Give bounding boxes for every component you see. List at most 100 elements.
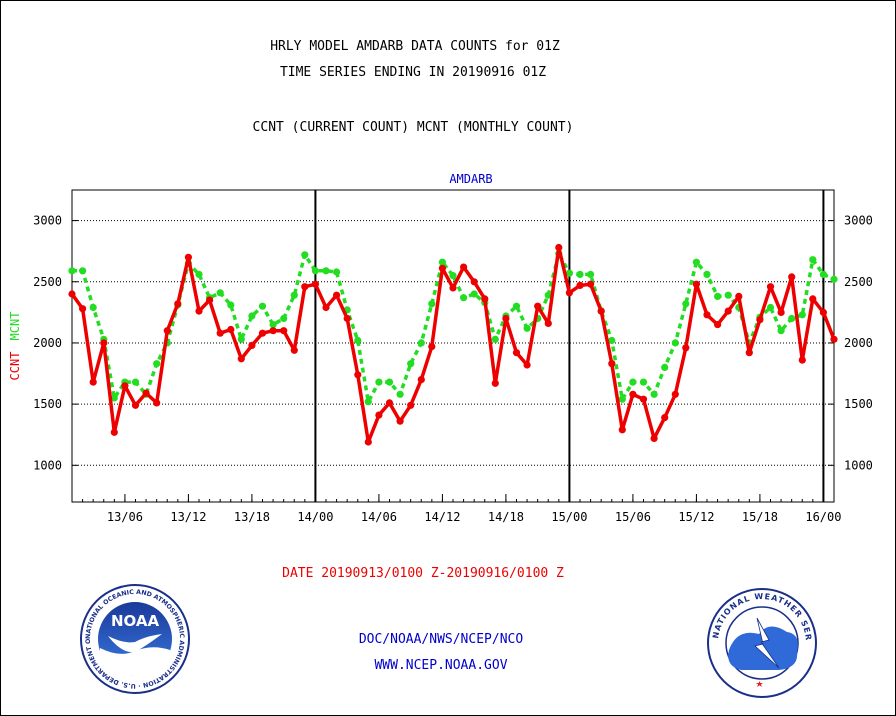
ytick-label-left-1000: 1000 [33,458,62,472]
point-ccnt-50 [597,307,605,315]
point-ccnt-70 [809,295,817,303]
point-ccnt-22 [301,283,309,291]
point-ccnt-12 [195,307,203,315]
point-ccnt-56 [661,414,669,422]
point-mcnt-36 [449,272,457,280]
point-ccnt-66 [766,283,775,291]
point-ccnt-62 [724,307,732,315]
point-ccnt-67 [777,308,785,316]
point-mcnt-40 [491,335,499,343]
point-ccnt-27 [354,371,362,379]
point-mcnt-31 [396,390,404,398]
point-ccnt-46 [555,243,563,252]
xtick-label-14-06: 14/06 [361,510,397,524]
ytick-label-right-2000: 2000 [844,336,873,350]
ytick-label-right-3000: 3000 [844,214,873,228]
point-mcnt-32 [407,360,415,368]
point-mcnt-69 [798,311,806,319]
point-ccnt-19 [269,327,277,335]
point-mcnt-0 [68,267,76,275]
point-mcnt-6 [131,378,140,386]
point-ccnt-45 [544,319,552,327]
point-mcnt-1 [79,267,87,275]
noaa-logo: NOAA NATIONAL OCEANIC AND ATMOSPHERIC AD… [80,584,190,694]
point-ccnt-5 [121,382,129,390]
point-mcnt-16 [237,335,245,343]
xtick-label-16-00: 16/00 [805,510,841,524]
point-ccnt-49 [587,280,595,288]
point-mcnt-48 [576,270,584,278]
chart-title-line2: TIME SERIES ENDING IN 20190916 01Z [279,65,547,80]
xtick-label-15-06: 15/06 [615,510,651,524]
point-ccnt-2 [89,378,97,386]
point-mcnt-23 [311,267,319,275]
nws-logo: NATIONAL WEATHER SERVICE [707,588,817,698]
point-ccnt-64 [745,349,753,357]
point-ccnt-47 [565,289,574,297]
point-mcnt-67 [777,327,785,335]
point-ccnt-63 [735,292,743,300]
point-ccnt-21 [290,346,298,354]
point-mcnt-8 [153,360,161,368]
point-mcnt-38 [470,290,478,298]
point-mcnt-55 [650,390,658,398]
point-ccnt-24 [322,303,330,312]
point-mcnt-22 [301,251,309,259]
ytick-label-left-2500: 2500 [33,275,62,289]
point-ccnt-14 [216,329,224,337]
point-ccnt-9 [163,327,171,335]
point-ccnt-51 [608,360,616,368]
chart-series-title: AMDARB [449,172,492,186]
noaa-logo-text: NOAA [111,612,160,630]
point-ccnt-61 [714,321,722,329]
point-ccnt-6 [131,401,140,409]
point-mcnt-51 [608,336,616,345]
point-ccnt-34 [428,343,436,351]
point-mcnt-62 [724,291,732,299]
point-ccnt-38 [470,278,478,286]
date-range-label: DATE 20190913/0100 Z-20190916/0100 Z [282,566,564,581]
point-ccnt-65 [756,316,764,324]
point-ccnt-44 [534,302,542,310]
point-mcnt-71 [819,270,828,278]
website-label: WWW.NCEP.NOAA.GOV [374,658,508,673]
point-ccnt-17 [248,341,256,349]
point-mcnt-42 [512,302,521,310]
point-mcnt-25 [333,268,341,276]
ytick-label-left-1500: 1500 [33,397,62,411]
point-mcnt-28 [364,398,372,406]
point-mcnt-70 [809,256,817,264]
point-mcnt-21 [290,291,298,299]
point-mcnt-56 [661,363,669,371]
ytick-label-left-2000: 2000 [33,336,62,350]
point-ccnt-52 [618,426,626,434]
xtick-label-13-18: 13/18 [234,510,270,524]
point-ccnt-1 [79,305,87,313]
point-ccnt-58 [682,344,690,352]
point-ccnt-28 [364,438,372,446]
point-mcnt-52 [618,395,626,403]
point-ccnt-4 [110,428,118,436]
ytick-label-left-3000: 3000 [33,214,62,228]
point-ccnt-57 [671,390,679,398]
point-mcnt-37 [460,294,468,302]
point-mcnt-19 [269,321,277,329]
point-ccnt-26 [343,314,351,323]
point-mcnt-60 [703,270,711,278]
point-ccnt-25 [333,291,341,299]
point-ccnt-40 [491,379,499,387]
point-ccnt-41 [502,314,510,323]
point-ccnt-0 [68,290,76,298]
point-ccnt-3 [100,339,108,347]
point-mcnt-33 [417,339,425,347]
point-mcnt-68 [788,314,796,323]
point-mcnt-27 [354,336,362,345]
point-ccnt-36 [449,284,457,292]
point-mcnt-59 [692,258,701,266]
point-mcnt-17 [248,312,256,320]
point-ccnt-18 [258,329,267,337]
point-mcnt-34 [428,300,436,308]
point-ccnt-13 [206,296,214,304]
point-ccnt-42 [512,349,521,357]
